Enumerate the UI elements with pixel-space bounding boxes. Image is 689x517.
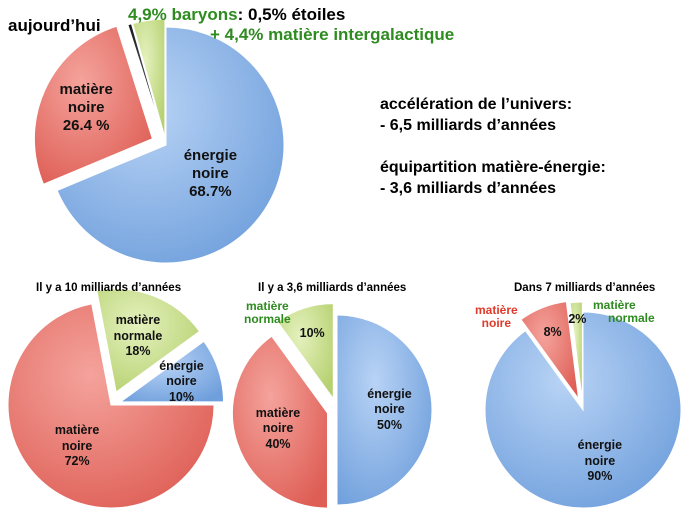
pie1-slice-stars bbox=[127, 23, 165, 138]
baryons-line: 4,9% baryons: 0,5% étoiles bbox=[128, 5, 345, 25]
pie4-slice-normal bbox=[569, 301, 583, 401]
pie2-slice-energy bbox=[118, 340, 225, 403]
pie4-slice-dark bbox=[520, 301, 580, 400]
today-title: aujourd’hui bbox=[8, 16, 101, 35]
equi-value: - 3,6 milliards d’années bbox=[380, 180, 557, 197]
pie4-title: Dans 7 milliards d’années bbox=[514, 282, 656, 294]
pie1-label-dark-line: noire bbox=[67, 98, 105, 116]
pie1-slice-energy bbox=[56, 26, 285, 264]
pie3-slice-energy bbox=[336, 314, 433, 506]
pie4-label-normal-line: 2% bbox=[568, 312, 587, 327]
pie2-label-normal-line: normale bbox=[113, 328, 163, 343]
pie1-label-energy-line: 68.7% bbox=[189, 183, 232, 201]
pie1-slice-dark bbox=[33, 25, 154, 185]
pie3-label-energy-line: énergie bbox=[367, 386, 412, 401]
equi-title: équipartition matière-énergie: bbox=[380, 159, 606, 176]
pie2-label-energy: énergie noire 10% bbox=[159, 359, 203, 406]
pie3-slice-normal bbox=[276, 303, 334, 401]
pie1-label-dark-line: 26.4 % bbox=[62, 116, 110, 134]
pie1-label-energy: énergie noire 68.7% bbox=[184, 147, 237, 201]
pie2-label-energy-line: 10% bbox=[168, 389, 194, 404]
pie2-label-energy-line: noire bbox=[166, 374, 197, 389]
pie3-label-dark-line: 40% bbox=[265, 436, 291, 451]
pie4-label-energy-line: noire bbox=[584, 453, 616, 468]
pie2-label-dark-line: 72% bbox=[64, 454, 90, 469]
pie4-label-dark-line: 8% bbox=[543, 325, 562, 340]
pie3-label-dark: matière noire 40% bbox=[256, 406, 300, 453]
intergalactic-line: + 4,4% matière intergalactique bbox=[210, 25, 455, 44]
pie2-label-normal-line: 18% bbox=[125, 344, 151, 359]
pie1-label-energy-line: noire bbox=[192, 165, 229, 183]
pie2-label-dark-line: noire bbox=[61, 438, 93, 453]
outside-label-normal-7: matière normale bbox=[593, 298, 655, 325]
baryons-detail: : 0,5% étoiles bbox=[237, 5, 346, 24]
pie4-label-normal: 2% bbox=[568, 312, 586, 328]
outside-label-normal-3-6: matière normale bbox=[244, 299, 291, 326]
pie3-label-normal-line: 10% bbox=[299, 325, 325, 340]
accel-value: - 6,5 milliards d’années bbox=[380, 117, 557, 134]
pie2-label-energy-line: énergie bbox=[159, 358, 204, 373]
pie4-label-energy-line: 90% bbox=[587, 469, 613, 483]
pie4-label-energy-line: énergie bbox=[577, 438, 623, 452]
pie2-slice-dark bbox=[7, 303, 215, 509]
pie3-label-energy-line: 50% bbox=[376, 417, 402, 432]
pie3-title: Il y a 3,6 milliards d’années bbox=[258, 282, 407, 294]
pie2-label-dark: matière noire 72% bbox=[55, 423, 99, 470]
pie3-label-energy: énergie noire 50% bbox=[367, 387, 411, 434]
pie4-label-dark: 8% bbox=[544, 325, 562, 341]
baryons-pct: 4,9% baryons bbox=[128, 5, 238, 24]
outside-label-dark-7: matière noire bbox=[475, 303, 518, 330]
pie1-label-dark: matière noire 26.4 % bbox=[59, 81, 112, 135]
pie4-slice-energy bbox=[484, 311, 682, 509]
pie2-label-normal-line: matière bbox=[115, 313, 161, 328]
pie4-label-energy: énergie noire 90% bbox=[578, 438, 622, 485]
pie3-label-dark-line: noire bbox=[262, 421, 294, 436]
pie1-label-energy-line: énergie bbox=[183, 147, 238, 165]
pie3-label-normal: 10% bbox=[300, 326, 325, 342]
pie1-slice-normal bbox=[132, 18, 166, 138]
pie2-slice-normal bbox=[96, 288, 201, 393]
pie1-label-dark-line: matière bbox=[59, 80, 113, 98]
pie2-label-dark-line: matière bbox=[54, 423, 100, 438]
pie2-title: Il y a 10 milliards d’années bbox=[36, 282, 182, 294]
pie2-label-normal: matière normale 18% bbox=[114, 313, 163, 360]
pie3-label-dark-line: matière bbox=[255, 405, 301, 420]
pie3-slice-dark bbox=[232, 335, 328, 509]
accel-title: accélération de l’univers: bbox=[380, 96, 573, 113]
pie3-label-energy-line: noire bbox=[374, 402, 405, 417]
